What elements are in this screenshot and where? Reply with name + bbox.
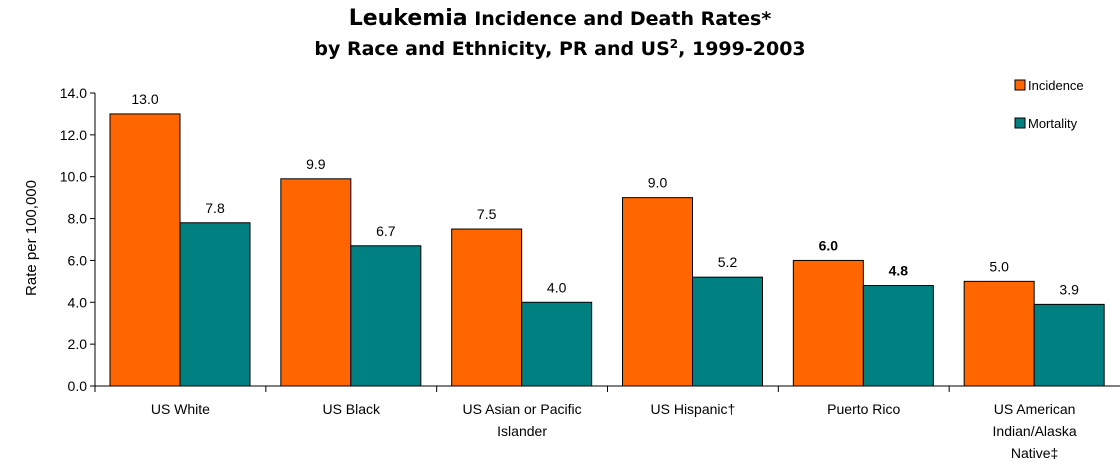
data-label-mortality: 5.2 xyxy=(718,254,738,270)
bar-mortality xyxy=(521,301,593,387)
bar-incidence xyxy=(963,280,1035,387)
data-label-mortality: 4.8 xyxy=(889,263,909,279)
x-category-label-line: Native‡ xyxy=(1011,445,1058,461)
x-category-label-line: US Asian or Pacific xyxy=(463,401,582,417)
bar-incidence xyxy=(451,228,523,387)
y-tick-label: 2.0 xyxy=(68,336,88,352)
bar-mortality xyxy=(862,285,934,387)
x-category-label: US American Indian/Alaska Native‡ xyxy=(993,401,1077,461)
data-label-mortality: 4.0 xyxy=(547,279,567,295)
x-category-label-line: Puerto Rico xyxy=(827,401,900,417)
y-axis-label-group: Rate per 100,000 xyxy=(23,180,40,296)
x-category-label-line: US Hispanic† xyxy=(651,401,736,417)
bar-incidence xyxy=(280,178,352,387)
y-tick-label: 10.0 xyxy=(60,169,87,185)
chart-title-lead: Leukemia xyxy=(348,6,468,31)
legend-label-incidence: Incidence xyxy=(1028,78,1084,93)
data-labels: 13.0 9.9 7.5 9.0 6.0 5.0 7.8 6.7 4.0 5.2 4.8 3.9 xyxy=(131,91,1079,297)
legend: Incidence Mortality xyxy=(1014,78,1084,131)
x-category-label: US White xyxy=(151,401,210,417)
chart-title-superscript: 2 xyxy=(669,37,679,51)
x-category-label-line: US American xyxy=(994,401,1076,417)
data-label-incidence: 6.0 xyxy=(819,237,839,253)
x-category-label-line: Indian/Alaska xyxy=(993,423,1077,439)
bar-mortality xyxy=(692,276,763,387)
bar-mortality xyxy=(350,245,422,387)
chart-title-line1: Leukemia Incidence and Death Rates* xyxy=(0,6,1120,32)
data-label-incidence: 7.5 xyxy=(477,206,497,222)
bar-incidence xyxy=(622,197,693,387)
x-category-label: US Asian or Pacific Islander xyxy=(463,401,582,439)
y-tick-label: 14.0 xyxy=(60,85,87,101)
data-label-incidence: 9.9 xyxy=(306,156,326,172)
data-label-mortality: 3.9 xyxy=(1059,281,1079,297)
y-tick-label: 6.0 xyxy=(68,252,88,268)
x-category-label: US Hispanic† xyxy=(651,401,736,417)
y-axis-label: Rate per 100,000 xyxy=(23,180,40,296)
chart-title-line1-rest: Incidence and Death Rates* xyxy=(467,8,772,30)
legend-swatch-incidence xyxy=(1014,79,1026,91)
bars xyxy=(109,113,1105,387)
x-category-label-line: US Black xyxy=(322,401,381,417)
chart-title-line2-main: by Race and Ethnicity, PR and US xyxy=(314,38,670,60)
x-category-label: Puerto Rico xyxy=(827,401,900,417)
y-tick-label: 4.0 xyxy=(68,294,88,310)
bar-mortality xyxy=(179,222,251,387)
y-tick-label: 12.0 xyxy=(60,127,87,143)
data-label-incidence: 5.0 xyxy=(989,258,1009,274)
legend-swatch-mortality xyxy=(1014,117,1026,129)
chart-title-line2-tail: , 1999-2003 xyxy=(678,38,806,60)
chart-title: Leukemia Incidence and Death Rates* by R… xyxy=(0,6,1120,62)
legend-label-mortality: Mortality xyxy=(1028,116,1078,131)
y-tick-label: 8.0 xyxy=(68,211,88,227)
bar-incidence xyxy=(109,113,181,387)
x-category-label-line: Islander xyxy=(497,423,547,439)
data-label-incidence: 9.0 xyxy=(648,175,668,191)
data-label-mortality: 7.8 xyxy=(205,200,225,216)
data-label-mortality: 6.7 xyxy=(376,223,396,239)
data-label-incidence: 13.0 xyxy=(131,91,158,107)
axes: 0.0 2.0 4.0 6.0 8.0 10.0 12.0 14.0 US White US Bl… xyxy=(60,85,1120,461)
bar-mortality xyxy=(1033,303,1105,387)
bar-incidence xyxy=(792,259,864,387)
x-category-label-line: US White xyxy=(151,401,210,417)
x-category-label: US Black xyxy=(322,401,381,417)
y-tick-label: 0.0 xyxy=(68,378,88,394)
chart-title-line2: by Race and Ethnicity, PR and US2, 1999-… xyxy=(0,32,1120,62)
